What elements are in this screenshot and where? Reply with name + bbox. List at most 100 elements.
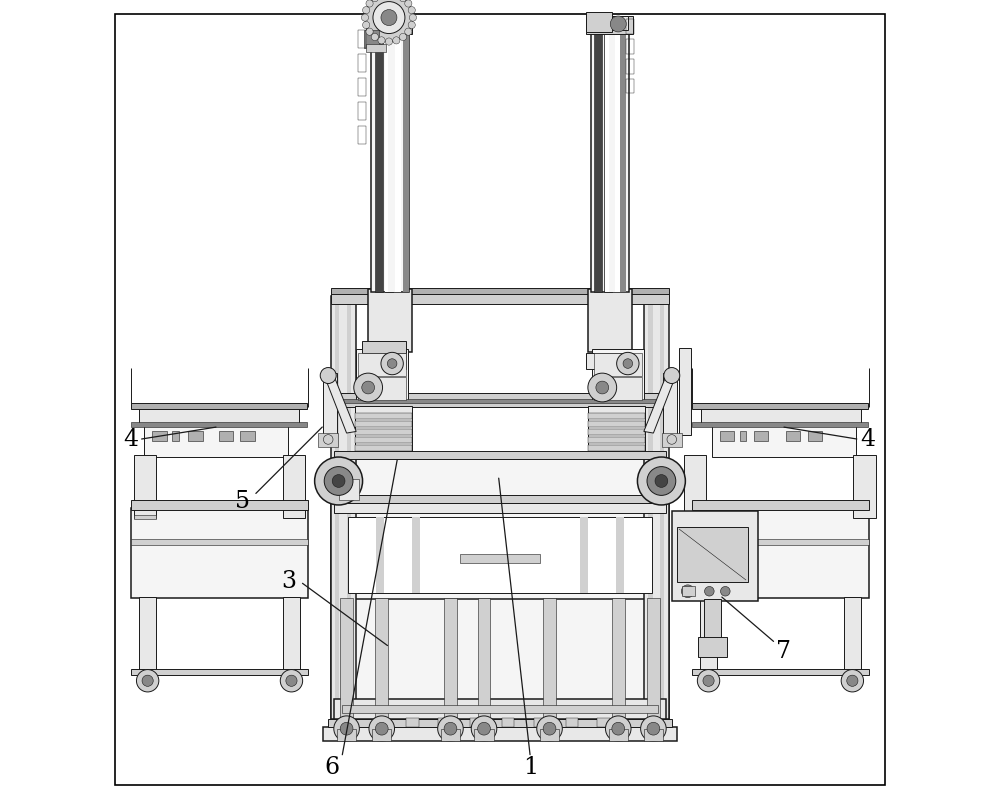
Bar	[692, 422, 868, 427]
Bar	[364, 30, 379, 48]
Bar	[692, 508, 869, 598]
Polygon shape	[644, 376, 676, 433]
Circle shape	[387, 359, 397, 368]
Bar	[371, 32, 409, 292]
Bar	[334, 393, 666, 407]
Bar	[844, 597, 861, 673]
Bar	[588, 421, 645, 427]
Bar	[594, 377, 642, 400]
Bar	[358, 102, 366, 120]
Bar	[412, 517, 420, 593]
Circle shape	[363, 22, 370, 29]
Bar	[679, 348, 691, 435]
Bar	[684, 455, 706, 518]
Bar	[586, 353, 630, 369]
Bar	[662, 433, 682, 447]
Text: 5: 5	[235, 491, 250, 513]
Circle shape	[136, 670, 159, 692]
Circle shape	[365, 0, 413, 42]
Bar	[588, 437, 645, 443]
Circle shape	[373, 2, 405, 34]
Bar	[355, 445, 412, 451]
Circle shape	[721, 586, 730, 596]
Bar	[626, 19, 634, 34]
Bar	[342, 705, 658, 713]
Bar	[586, 16, 633, 34]
Bar	[609, 729, 628, 741]
Bar	[700, 597, 717, 673]
Circle shape	[385, 38, 393, 45]
Bar	[502, 718, 514, 727]
Bar	[586, 12, 612, 32]
Text: 3: 3	[281, 570, 296, 593]
Bar	[355, 421, 412, 427]
Bar	[131, 422, 307, 427]
Bar	[604, 32, 612, 292]
Circle shape	[605, 716, 631, 741]
Bar	[334, 495, 666, 503]
Bar	[388, 32, 395, 292]
Bar	[626, 39, 634, 54]
Circle shape	[361, 14, 369, 21]
Bar	[358, 54, 366, 72]
Bar	[144, 423, 288, 457]
Bar	[131, 508, 308, 598]
Bar	[334, 511, 666, 599]
Circle shape	[381, 352, 403, 375]
Bar	[331, 459, 669, 719]
Circle shape	[664, 368, 680, 384]
Bar	[131, 500, 308, 510]
Bar	[358, 30, 366, 48]
Bar	[620, 32, 626, 292]
Circle shape	[623, 359, 633, 368]
Circle shape	[409, 14, 417, 21]
Circle shape	[655, 475, 668, 487]
Bar	[375, 598, 388, 719]
Bar	[540, 729, 559, 741]
Circle shape	[393, 37, 400, 44]
Bar	[318, 433, 338, 447]
Circle shape	[847, 675, 858, 686]
Circle shape	[647, 722, 660, 735]
Bar	[478, 598, 490, 719]
Bar	[648, 296, 653, 719]
Bar	[594, 32, 602, 292]
Bar	[698, 637, 727, 657]
Bar	[588, 406, 645, 455]
Bar	[358, 78, 366, 96]
Bar	[376, 517, 384, 593]
Bar	[131, 669, 308, 675]
Bar	[323, 373, 337, 435]
Bar	[331, 296, 356, 719]
Polygon shape	[324, 376, 356, 433]
Bar	[754, 431, 768, 441]
Bar	[362, 341, 406, 356]
Bar	[692, 500, 869, 510]
Bar	[219, 431, 233, 441]
Circle shape	[324, 467, 353, 495]
Bar	[172, 431, 179, 441]
Circle shape	[286, 675, 297, 686]
Circle shape	[612, 722, 625, 735]
Circle shape	[378, 37, 385, 44]
Bar	[355, 437, 412, 443]
Circle shape	[320, 368, 336, 384]
Bar	[594, 353, 642, 376]
Bar	[663, 373, 677, 435]
Bar	[283, 455, 305, 518]
Bar	[188, 431, 203, 441]
Bar	[588, 445, 645, 451]
Bar	[626, 79, 634, 93]
Circle shape	[408, 6, 415, 14]
Text: 4: 4	[123, 428, 138, 451]
Circle shape	[399, 0, 407, 2]
Bar	[616, 517, 624, 593]
Bar	[347, 296, 351, 719]
Bar	[677, 527, 748, 582]
Circle shape	[340, 722, 353, 735]
Text: 4: 4	[860, 428, 875, 451]
Bar	[720, 431, 734, 441]
Circle shape	[371, 34, 378, 41]
Bar	[395, 32, 401, 292]
Circle shape	[280, 670, 303, 692]
